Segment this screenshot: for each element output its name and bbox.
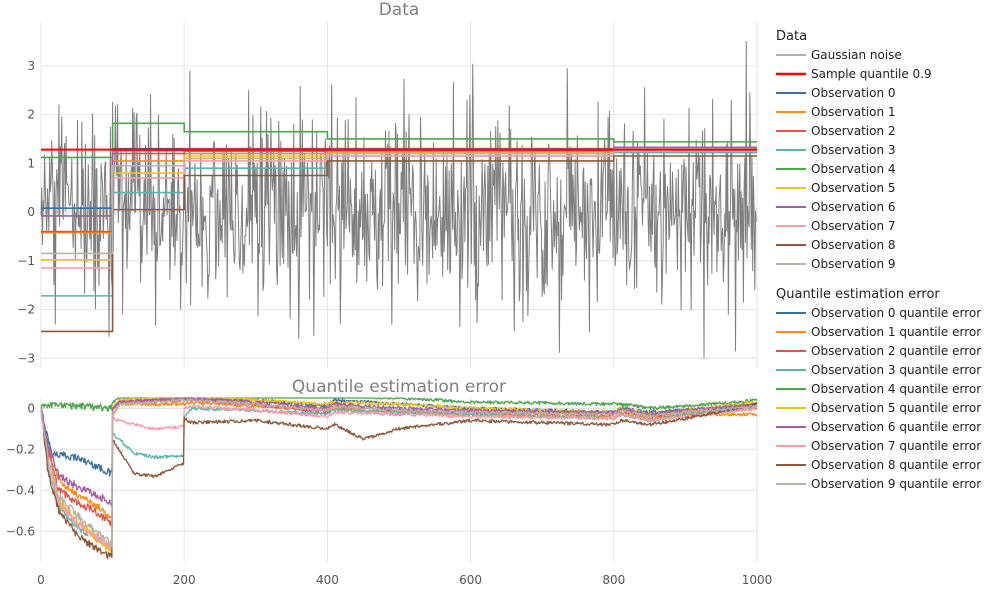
bottom-panel-y-axis: 0 −0.2 −0.4 −0.6 bbox=[6, 401, 35, 538]
legend-item-observation-6-quantile-error[interactable]: Observation 6 quantile error bbox=[776, 420, 981, 434]
top-y-tick-label: −2 bbox=[17, 303, 35, 317]
legend-label: Observation 0 quantile error bbox=[811, 306, 981, 320]
legend-item-observation-0[interactable]: Observation 0 bbox=[776, 86, 896, 100]
legend[interactable]: Data Quantile estimation error Gaussian … bbox=[776, 29, 981, 491]
legend-item-gaussian-noise[interactable]: Gaussian noise bbox=[776, 48, 902, 62]
top-panel-plot-area bbox=[40, 40, 757, 359]
legend-item-observation-9-quantile-error[interactable]: Observation 9 quantile error bbox=[776, 477, 981, 491]
legend-label: Observation 4 bbox=[811, 162, 896, 176]
x-axis: 0 200 400 600 800 1000 bbox=[37, 573, 772, 587]
x-tick-label: 600 bbox=[459, 573, 482, 587]
legend-item-sample-quantile[interactable]: Sample quantile 0.9 bbox=[776, 67, 932, 81]
legend-item-observation-8[interactable]: Observation 8 bbox=[776, 238, 896, 252]
x-tick-label: 0 bbox=[37, 573, 45, 587]
legend-title-data: Data bbox=[776, 29, 807, 44]
gaussian-noise-line bbox=[40, 40, 757, 359]
top-panel-y-axis: 3 2 1 0 −1 −2 −3 bbox=[17, 59, 35, 365]
legend-label: Observation 8 bbox=[811, 238, 896, 252]
legend-label: Observation 4 quantile error bbox=[811, 382, 981, 396]
legend-items[interactable]: Gaussian noise Sample quantile 0.9 Observa… bbox=[776, 48, 981, 491]
legend-label: Observation 3 bbox=[811, 143, 896, 157]
legend-item-observation-3-quantile-error[interactable]: Observation 3 quantile error bbox=[776, 363, 981, 377]
bottom-y-tick-label: −0.6 bbox=[6, 524, 35, 538]
legend-item-observation-9[interactable]: Observation 9 bbox=[776, 257, 896, 271]
legend-label: Observation 6 bbox=[811, 200, 896, 214]
legend-label: Sample quantile 0.9 bbox=[811, 67, 932, 81]
legend-label: Observation 7 bbox=[811, 219, 896, 233]
top-y-tick-label: 1 bbox=[27, 156, 35, 170]
legend-title-quantile-error: Quantile estimation error bbox=[776, 287, 940, 302]
observation-6-quantile-error-line bbox=[40, 397, 758, 507]
observation-8-line bbox=[41, 155, 757, 333]
observation-4-line bbox=[41, 122, 757, 159]
legend-label: Observation 3 quantile error bbox=[811, 363, 981, 377]
legend-label: Observation 8 quantile error bbox=[811, 458, 981, 472]
x-tick-label: 400 bbox=[316, 573, 339, 587]
bottom-y-tick-label: −0.4 bbox=[6, 483, 35, 497]
legend-label: Observation 5 quantile error bbox=[811, 401, 981, 415]
legend-item-observation-0-quantile-error[interactable]: Observation 0 quantile error bbox=[776, 306, 981, 320]
top-panel-title: Data bbox=[379, 0, 420, 20]
legend-label: Observation 5 bbox=[811, 181, 896, 195]
legend-label: Observation 2 quantile error bbox=[811, 344, 981, 358]
legend-label: Observation 6 quantile error bbox=[811, 420, 981, 434]
legend-item-observation-6[interactable]: Observation 6 bbox=[776, 200, 896, 214]
legend-item-observation-7[interactable]: Observation 7 bbox=[776, 219, 896, 233]
x-tick-label: 800 bbox=[602, 573, 625, 587]
legend-label: Observation 1 bbox=[811, 105, 896, 119]
legend-item-observation-2[interactable]: Observation 2 bbox=[776, 124, 896, 138]
legend-label: Observation 2 bbox=[811, 124, 896, 138]
legend-label: Observation 9 bbox=[811, 257, 896, 271]
top-y-tick-label: 2 bbox=[27, 108, 35, 122]
legend-item-observation-1-quantile-error[interactable]: Observation 1 quantile error bbox=[776, 325, 981, 339]
legend-item-observation-3[interactable]: Observation 3 bbox=[776, 143, 896, 157]
legend-item-observation-4[interactable]: Observation 4 bbox=[776, 162, 896, 176]
legend-item-observation-7-quantile-error[interactable]: Observation 7 quantile error bbox=[776, 439, 981, 453]
legend-label: Observation 1 quantile error bbox=[811, 325, 981, 339]
top-y-tick-label: −3 bbox=[17, 351, 35, 365]
legend-item-observation-1[interactable]: Observation 1 bbox=[776, 105, 896, 119]
legend-item-observation-8-quantile-error[interactable]: Observation 8 quantile error bbox=[776, 458, 981, 472]
x-tick-label: 1000 bbox=[742, 573, 773, 587]
top-y-tick-label: 3 bbox=[27, 59, 35, 73]
legend-label: Observation 9 quantile error bbox=[811, 477, 981, 491]
observation-7-quantile-error-line bbox=[40, 404, 758, 550]
legend-item-observation-2-quantile-error[interactable]: Observation 2 quantile error bbox=[776, 344, 981, 358]
observation-9-line bbox=[41, 147, 757, 255]
legend-item-observation-4-quantile-error[interactable]: Observation 4 quantile error bbox=[776, 382, 981, 396]
top-y-tick-label: −1 bbox=[17, 254, 35, 268]
top-y-tick-label: 0 bbox=[27, 205, 35, 219]
bottom-y-tick-label: −0.2 bbox=[6, 442, 35, 456]
bottom-panel-title: Quantile estimation error bbox=[292, 377, 506, 397]
legend-label: Observation 7 quantile error bbox=[811, 439, 981, 453]
bottom-panel-plot-area bbox=[40, 397, 758, 560]
observation-9-quantile-error-line bbox=[40, 398, 758, 548]
legend-item-observation-5-quantile-error[interactable]: Observation 5 quantile error bbox=[776, 401, 981, 415]
observation-8-quantile-error-line bbox=[40, 402, 758, 560]
legend-item-observation-5[interactable]: Observation 5 bbox=[776, 181, 896, 195]
legend-label: Observation 0 bbox=[811, 86, 896, 100]
bottom-y-tick-label: 0 bbox=[27, 401, 35, 415]
legend-label: Gaussian noise bbox=[811, 48, 902, 62]
x-tick-label: 200 bbox=[173, 573, 196, 587]
